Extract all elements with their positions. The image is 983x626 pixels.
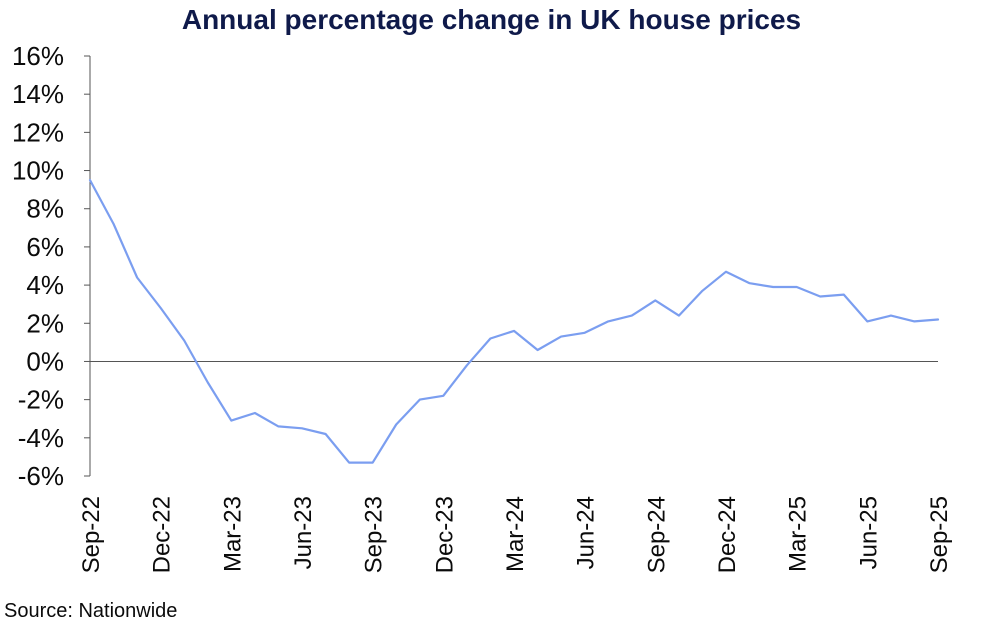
x-tick-labels: Sep-22 Dec-22 Mar-23 Jun-23 Sep-23 Dec-23 Mar-… bbox=[78, 496, 953, 573]
y-tick-label: -6% bbox=[18, 461, 64, 491]
series-line bbox=[88, 179, 940, 464]
y-tick-label: -4% bbox=[18, 423, 64, 453]
y-tick-label: 14% bbox=[12, 79, 64, 109]
x-tick-label: Sep-25 bbox=[926, 496, 953, 573]
y-axis bbox=[84, 55, 91, 477]
x-tick-label: Jun-23 bbox=[290, 496, 317, 569]
y-tick-label: -2% bbox=[18, 385, 64, 415]
x-tick-label: Sep-22 bbox=[78, 496, 105, 573]
source-note: Source: Nationwide bbox=[4, 600, 178, 622]
y-tick-labels: 16% 14% 12% 10% 8% 6% 4% 2% 0% -2% -4% -6% bbox=[12, 41, 64, 491]
y-tick-label: 16% bbox=[12, 41, 64, 71]
x-tick-label: Jun-25 bbox=[855, 496, 882, 569]
chart-title: Annual percentage change in UK house pri… bbox=[181, 4, 802, 35]
y-tick-label: 0% bbox=[26, 346, 64, 376]
y-tick-label: 4% bbox=[26, 270, 64, 300]
x-tick-label: Jun-24 bbox=[573, 496, 600, 569]
line-chart: 16% 14% 12% 10% 8% 6% 4% 2% 0% -2% -4% -6% Sep-22 De… bbox=[12, 41, 953, 573]
x-tick-label: Dec-23 bbox=[431, 496, 458, 573]
x-tick-label: Sep-23 bbox=[361, 496, 388, 573]
y-tick-label: 8% bbox=[26, 194, 64, 224]
y-tick-label: 10% bbox=[12, 156, 64, 186]
x-tick-label: Dec-24 bbox=[714, 496, 741, 573]
y-tick-label: 2% bbox=[26, 308, 64, 338]
data-series bbox=[88, 179, 940, 464]
x-tick-label: Dec-22 bbox=[149, 496, 176, 573]
x-tick-label: Sep-24 bbox=[643, 496, 670, 573]
x-tick-label: Mar-23 bbox=[219, 496, 246, 572]
y-tick-label: 12% bbox=[12, 117, 64, 147]
x-tick-label: Mar-24 bbox=[502, 496, 529, 572]
y-tick-label: 6% bbox=[26, 232, 64, 262]
x-tick-label: Mar-25 bbox=[785, 496, 812, 572]
